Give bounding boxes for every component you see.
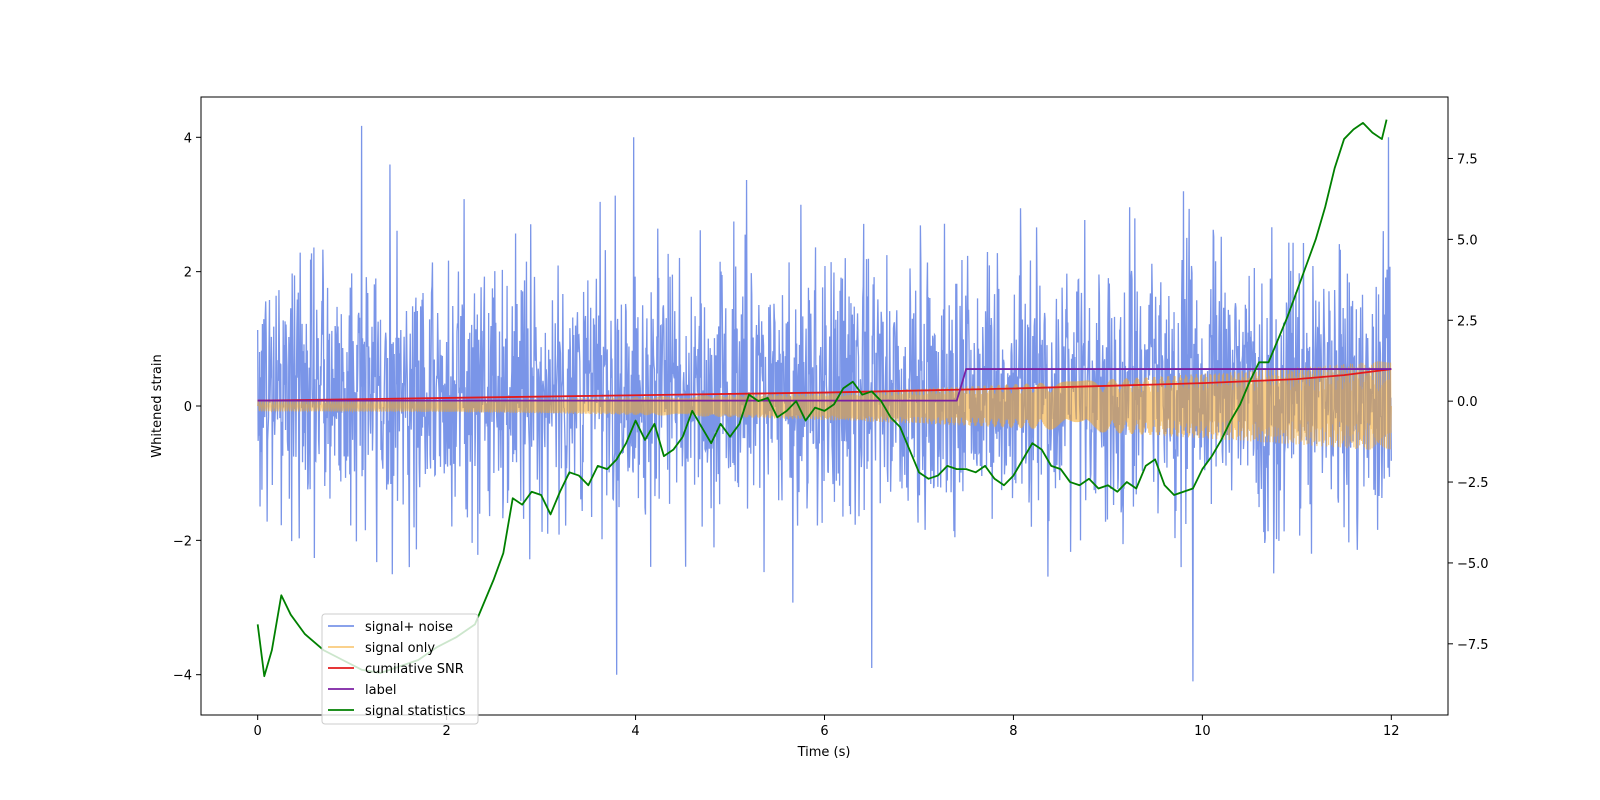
legend-entry-label: signal statistics <box>365 704 466 719</box>
x-tick-label: 12 <box>1383 724 1400 739</box>
x-tick-label: 8 <box>1009 724 1017 739</box>
y2-tick-label: −2.5 <box>1457 476 1489 491</box>
series-label-line <box>257 368 1392 402</box>
series-signal-only-line <box>257 361 1392 450</box>
y2-tick-label: −7.5 <box>1457 638 1489 653</box>
y-tick-label: 2 <box>184 266 192 281</box>
legend-entry-label: label <box>365 683 396 698</box>
y-axis-left: −4 −2 0 2 4 <box>173 131 201 684</box>
legend: signal+ noise signal only cumilative SNR la… <box>321 613 479 725</box>
y-tick-label: 4 <box>184 131 192 146</box>
y-axis-label: Whitened strain <box>150 354 165 457</box>
y-tick-label: −4 <box>173 669 192 684</box>
x-tick-label: 10 <box>1194 724 1211 739</box>
x-tick-label: 6 <box>820 724 828 739</box>
series-layer <box>256 119 1392 682</box>
series-signal-statistics-line <box>256 119 1388 678</box>
y2-tick-label: 7.5 <box>1457 152 1478 167</box>
y-tick-label: −2 <box>173 534 192 549</box>
x-axis-label: Time (s) <box>797 745 851 760</box>
legend-entry-label: signal+ noise <box>365 620 453 635</box>
legend-entry-label: cumilative SNR <box>365 662 464 677</box>
legend-box <box>321 613 479 725</box>
y2-tick-label: 0.0 <box>1457 395 1478 410</box>
y-axis-right: −7.5 −5.0 −2.5 0.0 2.5 5.0 7.5 <box>1448 152 1489 653</box>
x-tick-label: 0 <box>254 724 262 739</box>
series-cumulative-snr-line <box>257 368 1392 402</box>
legend-entry-label: signal only <box>365 641 435 656</box>
x-tick-label: 2 <box>442 724 450 739</box>
y2-tick-label: 5.0 <box>1457 233 1478 248</box>
y-tick-label: 0 <box>184 400 192 415</box>
y2-tick-label: 2.5 <box>1457 314 1478 329</box>
y2-tick-label: −5.0 <box>1457 557 1489 572</box>
x-tick-label: 4 <box>631 724 639 739</box>
